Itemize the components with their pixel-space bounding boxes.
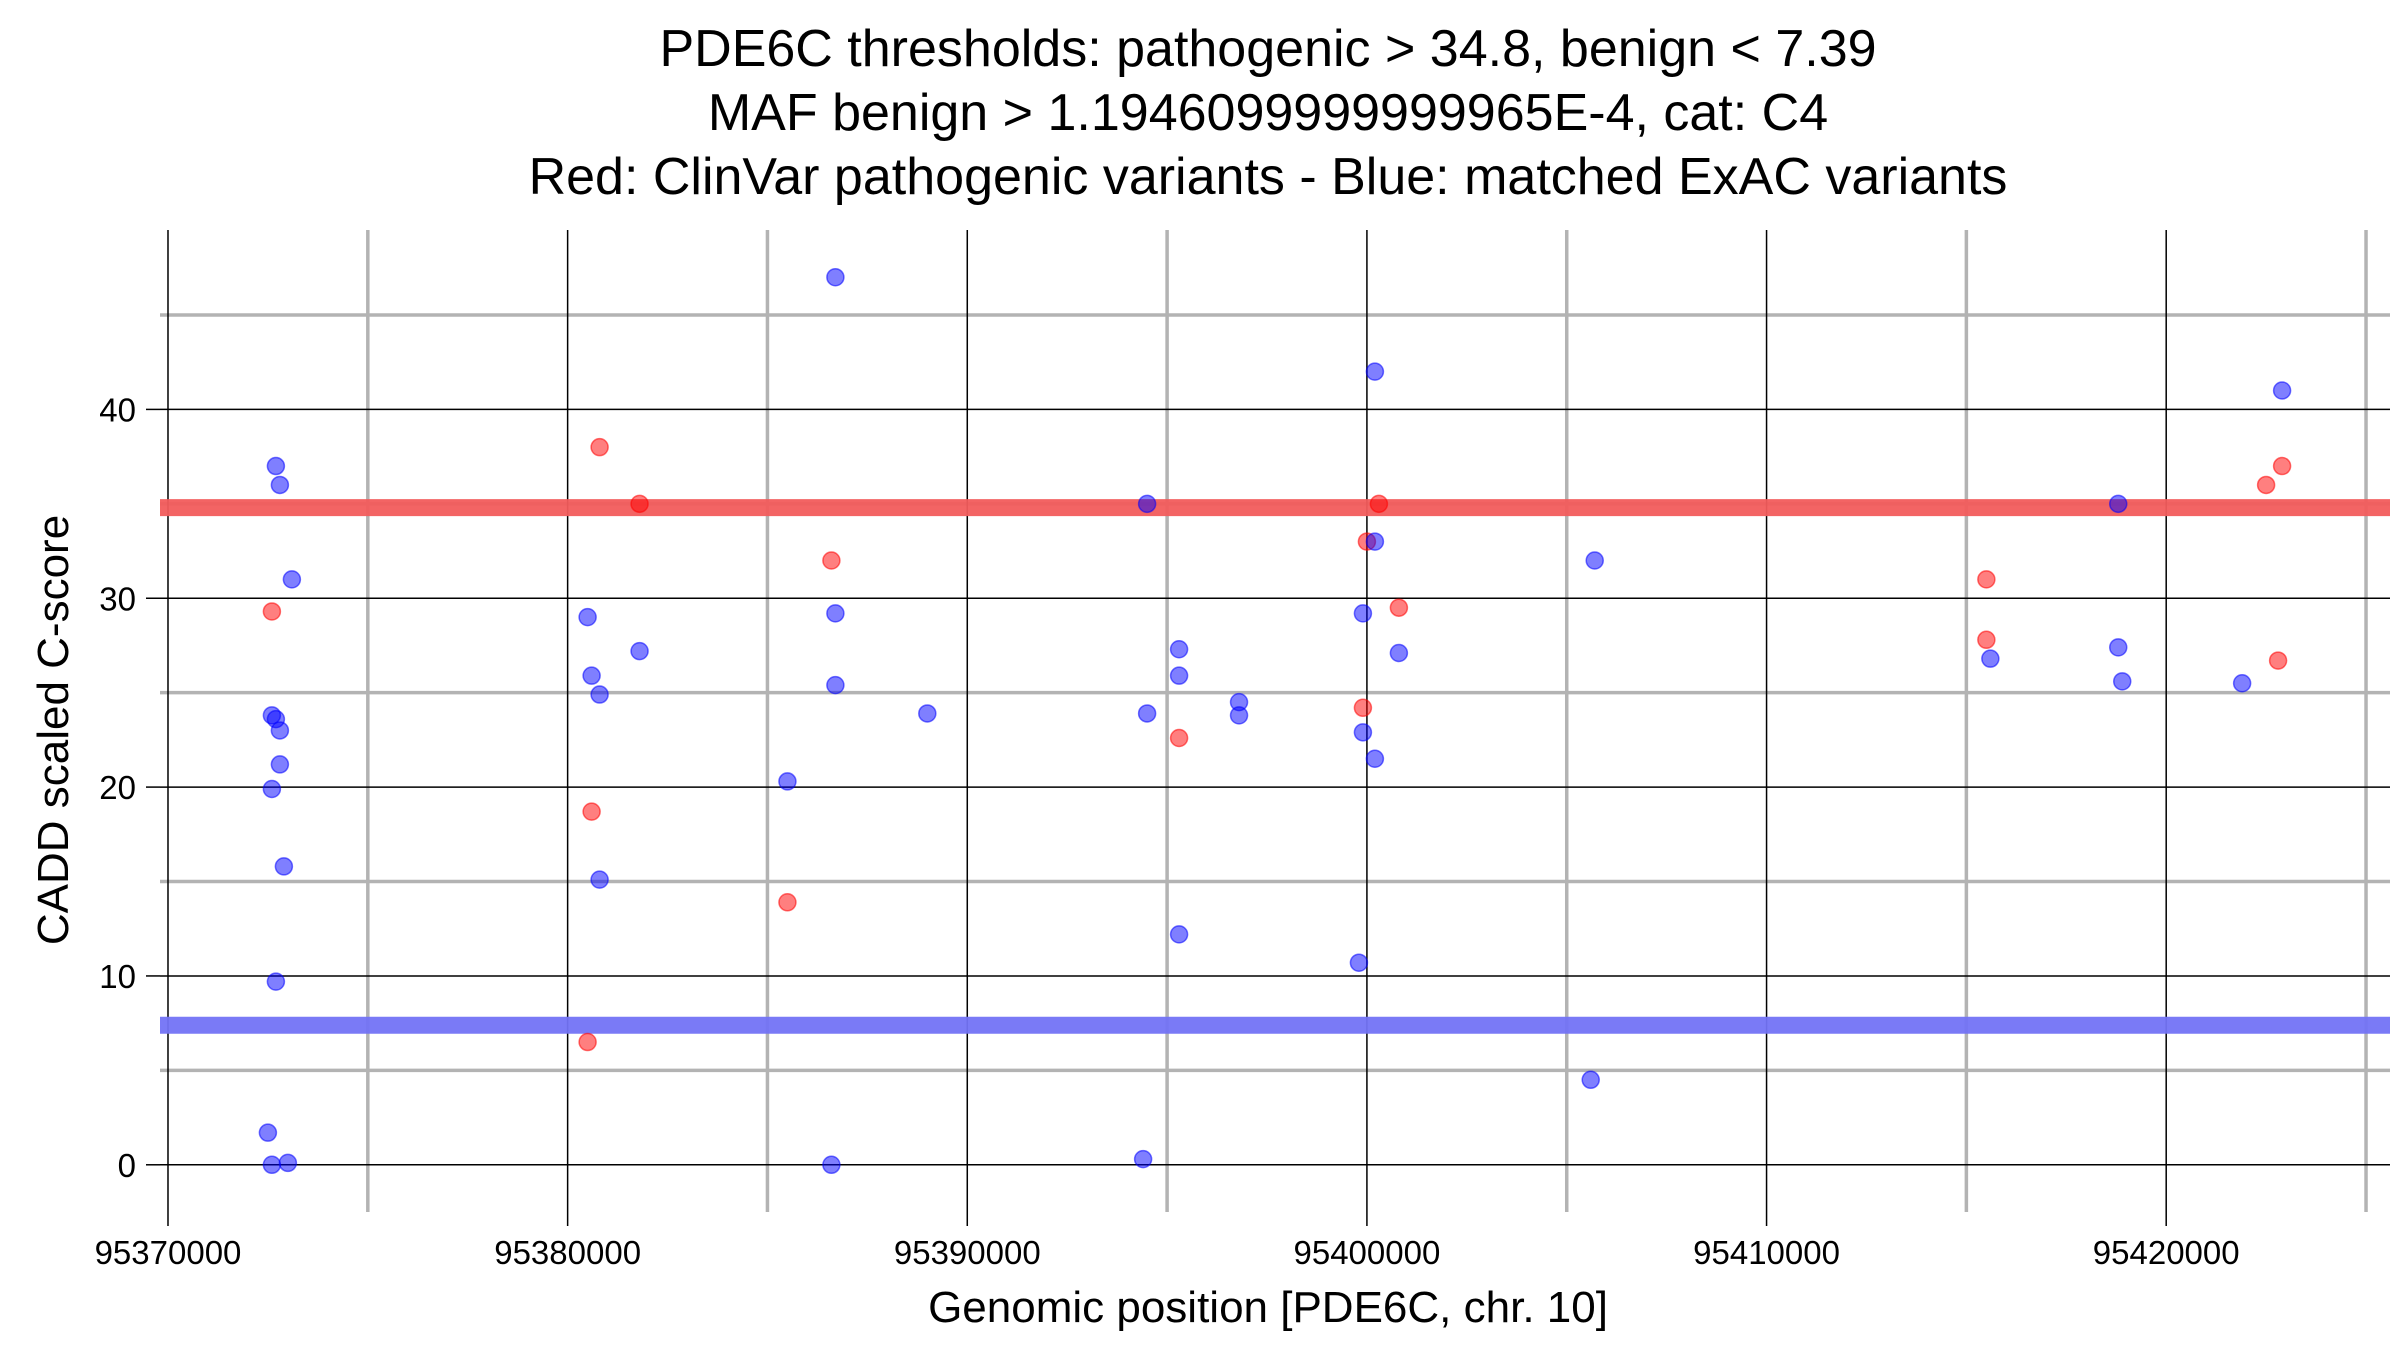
pathogenic-point-2 [582, 802, 601, 821]
pathogenic-point-15 [2268, 651, 2288, 670]
x-tick-label-0: 95370000 [95, 1234, 242, 1271]
benign-point-23 [918, 704, 937, 723]
benign-point-28 [1169, 666, 1189, 685]
x-tick-label-1: 95380000 [494, 1234, 641, 1271]
benign-point-35 [1365, 362, 1385, 381]
benign-point-19 [822, 1155, 841, 1175]
data-points [258, 267, 2292, 1175]
pathogenic-point-5 [778, 893, 797, 912]
benign-point-31 [1229, 706, 1249, 725]
pathogenic-point-0 [262, 602, 282, 621]
y-tick-label-4: 40 [99, 391, 136, 428]
benign-point-32 [1353, 604, 1373, 623]
benign-point-10 [266, 456, 286, 476]
benign-point-36 [1365, 532, 1385, 551]
benign-point-43 [2108, 638, 2128, 657]
pathogenic-point-1 [578, 1032, 597, 1052]
benign-point-27 [1169, 639, 1189, 659]
y-tick-label-3: 30 [99, 580, 136, 617]
y-tick-label-1: 10 [99, 958, 136, 995]
benign-point-45 [2232, 673, 2252, 693]
benign-point-14 [582, 666, 601, 685]
benign-point-12 [282, 570, 302, 589]
benign-point-18 [778, 772, 797, 791]
pathogenic-point-3 [590, 437, 609, 457]
benign-point-17 [630, 641, 649, 661]
benign-point-16 [590, 870, 609, 889]
benign-point-9 [262, 706, 282, 725]
pathogenic-point-12 [1977, 570, 1996, 589]
benign-point-42 [2108, 494, 2128, 514]
pathogenic-point-4 [630, 494, 649, 514]
pathogenic-point-7 [1169, 728, 1189, 748]
benign-point-22 [826, 675, 845, 695]
x-tick-label-5: 95420000 [2093, 1234, 2240, 1271]
benign-point-34 [1349, 953, 1369, 972]
benign-point-20 [826, 267, 845, 287]
pathogenic-point-13 [1977, 630, 1996, 650]
benign-point-2 [278, 1153, 298, 1173]
benign-point-37 [1365, 749, 1385, 769]
y-tick-label-2: 20 [99, 769, 136, 806]
x-tick-label-2: 95390000 [894, 1234, 1041, 1271]
benign-point-4 [274, 857, 294, 876]
benign-point-0 [258, 1123, 278, 1142]
y-tick-label-0: 0 [118, 1147, 136, 1184]
threshold-lines [160, 499, 2390, 1034]
benign-point-11 [270, 475, 290, 495]
benign-point-13 [578, 607, 597, 627]
pathogenic-point-10 [1369, 494, 1389, 514]
pathogenic-point-14 [2256, 475, 2276, 495]
benign-point-15 [590, 685, 609, 704]
benign-point-41 [1981, 649, 2000, 668]
axes: 95370000 95380000 95390000 95400000 95410000… [95, 391, 2240, 1271]
minor-gridlines [160, 230, 2390, 1212]
pathogenic-point-8 [1353, 698, 1373, 718]
benign-point-38 [1389, 643, 1409, 663]
pathogenic-point-16 [2272, 456, 2292, 476]
benign-point-6 [270, 755, 290, 774]
pathogenic-point-11 [1389, 598, 1409, 617]
benign-point-40 [1585, 551, 1604, 570]
chart-title-line-3: Red: ClinVar pathogenic variants - Blue:… [529, 148, 2008, 206]
x-tick-label-3: 95400000 [1294, 1234, 1441, 1271]
benign-point-25 [1137, 704, 1157, 723]
benign-point-33 [1353, 723, 1373, 742]
y-axis-title: CADD scaled C-score [29, 515, 78, 945]
benign-point-5 [262, 779, 282, 799]
chart-title-line-1: PDE6C thresholds: pathogenic > 34.8, ben… [659, 20, 1876, 78]
benign-point-1 [262, 1155, 282, 1175]
benign-point-21 [826, 604, 845, 623]
chart-title-line-2: MAF benign > 1.1946099999999965E-4, cat:… [708, 84, 1828, 142]
benign-point-29 [1169, 925, 1189, 944]
major-gridlines [160, 230, 2390, 1212]
benign-point-26 [1137, 494, 1157, 514]
benign-point-24 [1133, 1149, 1153, 1169]
x-tick-label-4: 95410000 [1693, 1234, 1840, 1271]
benign-point-46 [2272, 381, 2292, 400]
benign-point-39 [1581, 1070, 1600, 1090]
pathogenic-point-6 [822, 551, 841, 570]
benign-point-44 [2112, 672, 2132, 691]
benign-point-3 [266, 972, 286, 991]
x-axis-title: Genomic position [PDE6C, chr. 10] [928, 1283, 1608, 1332]
